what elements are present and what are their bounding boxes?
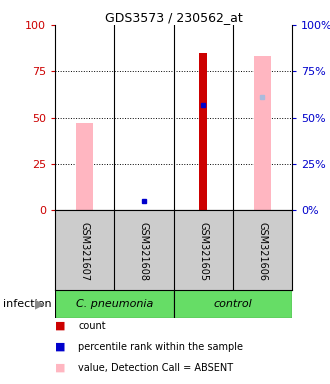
Text: ▶: ▶ (35, 298, 45, 311)
Title: GDS3573 / 230562_at: GDS3573 / 230562_at (105, 11, 242, 24)
Text: C. pneumonia: C. pneumonia (76, 299, 153, 309)
Bar (174, 290, 292, 318)
Text: control: control (214, 299, 252, 309)
Text: GSM321608: GSM321608 (139, 222, 149, 281)
Text: ■: ■ (55, 342, 65, 352)
Bar (254, 56, 271, 210)
Text: value, Detection Call = ABSENT: value, Detection Call = ABSENT (78, 363, 233, 373)
Bar (199, 53, 207, 210)
Bar (55, 290, 174, 318)
Text: infection: infection (3, 299, 52, 309)
Text: ■: ■ (55, 363, 65, 373)
Text: count: count (78, 321, 106, 331)
Text: percentile rank within the sample: percentile rank within the sample (78, 342, 243, 352)
Bar (76, 123, 93, 210)
Text: GSM321607: GSM321607 (80, 222, 90, 281)
Text: ■: ■ (55, 321, 65, 331)
Text: GSM321605: GSM321605 (198, 222, 208, 281)
Text: GSM321606: GSM321606 (257, 222, 267, 281)
